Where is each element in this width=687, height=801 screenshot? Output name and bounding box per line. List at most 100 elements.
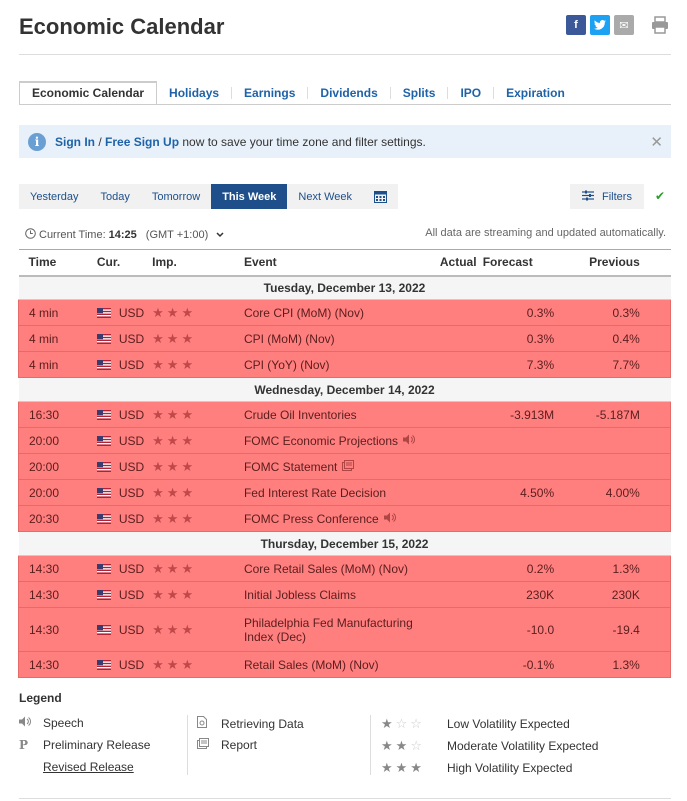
event-name-cell[interactable]: Core Retail Sales (MoM) (Nov) [243, 555, 440, 582]
event-name-cell[interactable]: Core CPI (MoM) (Nov) [243, 299, 440, 326]
event-name[interactable]: CPI (YoY) (Nov) [243, 357, 330, 372]
current-time[interactable]: Current Time: 14:25 (GMT +1:00) [25, 228, 224, 242]
event-actual [439, 555, 483, 582]
legend-moderate-label: Moderate Volatility Expected [447, 739, 599, 753]
event-name-cell[interactable]: Philadelphia Fed Manufacturing Index (De… [243, 607, 440, 652]
one-star-icon: ★☆☆ [381, 716, 425, 731]
table-row[interactable]: 14:30 USD ★★★ Philadelphia Fed Manufacturin… [17, 607, 671, 652]
col-event: Event [243, 249, 440, 277]
speaker-icon [403, 434, 415, 448]
sign-in-link[interactable]: Sign In [55, 134, 95, 149]
event-currency: USD [85, 607, 153, 652]
event-name[interactable]: Core Retail Sales (MoM) (Nov) [243, 561, 409, 576]
us-flag-icon [96, 408, 119, 422]
table-row[interactable]: 14:30 USD ★★★ Core Retail Sales (MoM) (Nov)… [17, 555, 671, 582]
event-name[interactable]: CPI (MoM) (Nov) [243, 331, 335, 346]
calendar-icon[interactable] [363, 184, 398, 209]
event-name-cell[interactable]: Crude Oil Inventories [243, 401, 440, 428]
event-name[interactable]: Crude Oil Inventories [243, 407, 357, 422]
legend-preliminary-label: Preliminary Release [43, 738, 151, 752]
table-row[interactable]: 14:30 USD ★★★ Initial Jobless Claims 230K 230… [17, 581, 671, 608]
event-currency: USD [85, 351, 153, 378]
three-star-icon: ★★★ [152, 560, 197, 576]
day-date: Wednesday, December 14, 2022 [18, 377, 671, 402]
calendar-tabs: Economic Calendar Holidays Earnings Divi… [19, 81, 577, 105]
chevron-down-icon[interactable] [216, 229, 224, 241]
us-flag-icon [96, 306, 119, 320]
event-currency: USD [85, 581, 153, 608]
date-this-week-button[interactable]: This Week [211, 184, 288, 209]
close-icon[interactable]: ✕ [650, 134, 663, 151]
date-next-week-button[interactable]: Next Week [298, 190, 352, 203]
importance-stars: ★★★ [152, 401, 244, 428]
event-time: 16:30 [17, 401, 86, 428]
date-yesterday-button[interactable]: Yesterday [30, 190, 79, 203]
day-header-row: Wednesday, December 14, 2022 [18, 377, 671, 402]
event-name[interactable]: FOMC Economic Projections [243, 433, 399, 448]
legend-retrieving-label: Retrieving Data [221, 716, 304, 731]
col-time: Time [18, 249, 86, 277]
tab-splits[interactable]: Splits [402, 86, 436, 100]
table-row[interactable]: 4 min USD ★★★ CPI (YoY) (Nov) 7.3% 7.7% [17, 351, 671, 378]
event-name-cell[interactable]: FOMC Press Conference [243, 505, 440, 532]
event-name[interactable]: Philadelphia Fed Manufacturing Index (De… [243, 615, 413, 644]
importance-stars: ★★★ [152, 479, 244, 506]
event-previous: 1.3% [554, 555, 640, 582]
twitter-icon[interactable] [590, 15, 610, 35]
event-name[interactable]: Initial Jobless Claims [243, 587, 357, 602]
row-spacer [639, 325, 671, 352]
report-icon [197, 738, 221, 752]
currency-code: USD [118, 407, 145, 422]
tab-holidays[interactable]: Holidays [169, 86, 220, 100]
us-flag-icon [96, 358, 119, 372]
speaker-icon [19, 716, 43, 730]
event-name[interactable]: Fed Interest Rate Decision [243, 485, 387, 500]
importance-stars: ★★★ [152, 651, 244, 678]
currency-code: USD [118, 657, 145, 672]
table-row[interactable]: 14:30 USD ★★★ Retail Sales (MoM) (Nov) -0.1%… [17, 651, 671, 678]
footer-divider [19, 798, 671, 799]
table-row[interactable]: 20:00 USD ★★★ FOMC Statement [17, 453, 671, 480]
tab-divider [389, 87, 391, 99]
event-name-cell[interactable]: CPI (MoM) (Nov) [243, 325, 440, 352]
three-star-icon: ★★★ [152, 621, 197, 637]
print-icon[interactable] [650, 15, 670, 35]
tab-earnings[interactable]: Earnings [244, 86, 296, 100]
event-name-cell[interactable]: FOMC Economic Projections [243, 427, 440, 454]
event-name[interactable]: FOMC Press Conference [243, 511, 379, 526]
table-row[interactable]: 20:30 USD ★★★ FOMC Press Conference [17, 505, 671, 532]
table-row[interactable]: 20:00 USD ★★★ Fed Interest Rate Decision 4.5… [17, 479, 671, 506]
date-today-button[interactable]: Today [100, 190, 130, 203]
event-actual [439, 479, 483, 506]
notice-slash: / [95, 134, 106, 149]
filters-button[interactable]: Filters [570, 184, 644, 209]
event-name-cell[interactable]: Retail Sales (MoM) (Nov) [243, 651, 440, 678]
free-signup-link[interactable]: Free Sign Up [105, 134, 180, 149]
tab-expiration[interactable]: Expiration [506, 86, 565, 100]
event-name-cell[interactable]: FOMC Statement [243, 453, 440, 480]
event-currency: USD [85, 427, 153, 454]
day-date: Thursday, December 15, 2022 [18, 531, 671, 556]
event-name-cell[interactable]: Fed Interest Rate Decision [243, 479, 440, 506]
importance-stars: ★★★ [152, 581, 244, 608]
table-row[interactable]: 4 min USD ★★★ Core CPI (MoM) (Nov) 0.3% 0.3% [17, 299, 671, 326]
legend-revised-label: Revised Release [43, 760, 134, 774]
event-name[interactable]: Retail Sales (MoM) (Nov) [243, 657, 379, 672]
date-tomorrow-button[interactable]: Tomorrow [151, 190, 201, 203]
tab-economic-calendar[interactable]: Economic Calendar [19, 81, 158, 105]
table-row[interactable]: 4 min USD ★★★ CPI (MoM) (Nov) 0.3% 0.4% [17, 325, 671, 352]
table-row[interactable]: 20:00 USD ★★★ FOMC Economic Projections [17, 427, 671, 454]
currency-code: USD [118, 305, 145, 320]
importance-stars: ★★★ [152, 453, 244, 480]
us-flag-icon [96, 486, 119, 500]
event-name[interactable]: Core CPI (MoM) (Nov) [243, 305, 364, 320]
facebook-icon[interactable]: f [566, 15, 586, 35]
tab-dividends[interactable]: Dividends [320, 86, 378, 100]
tab-ipo[interactable]: IPO [460, 86, 482, 100]
col-previous: Previous [554, 249, 640, 277]
table-row[interactable]: 16:30 USD ★★★ Crude Oil Inventories -3.913M -… [17, 401, 671, 428]
event-name-cell[interactable]: Initial Jobless Claims [243, 581, 440, 608]
email-icon[interactable]: ✉ [614, 15, 634, 35]
event-name-cell[interactable]: CPI (YoY) (Nov) [243, 351, 440, 378]
event-name[interactable]: FOMC Statement [243, 459, 338, 474]
